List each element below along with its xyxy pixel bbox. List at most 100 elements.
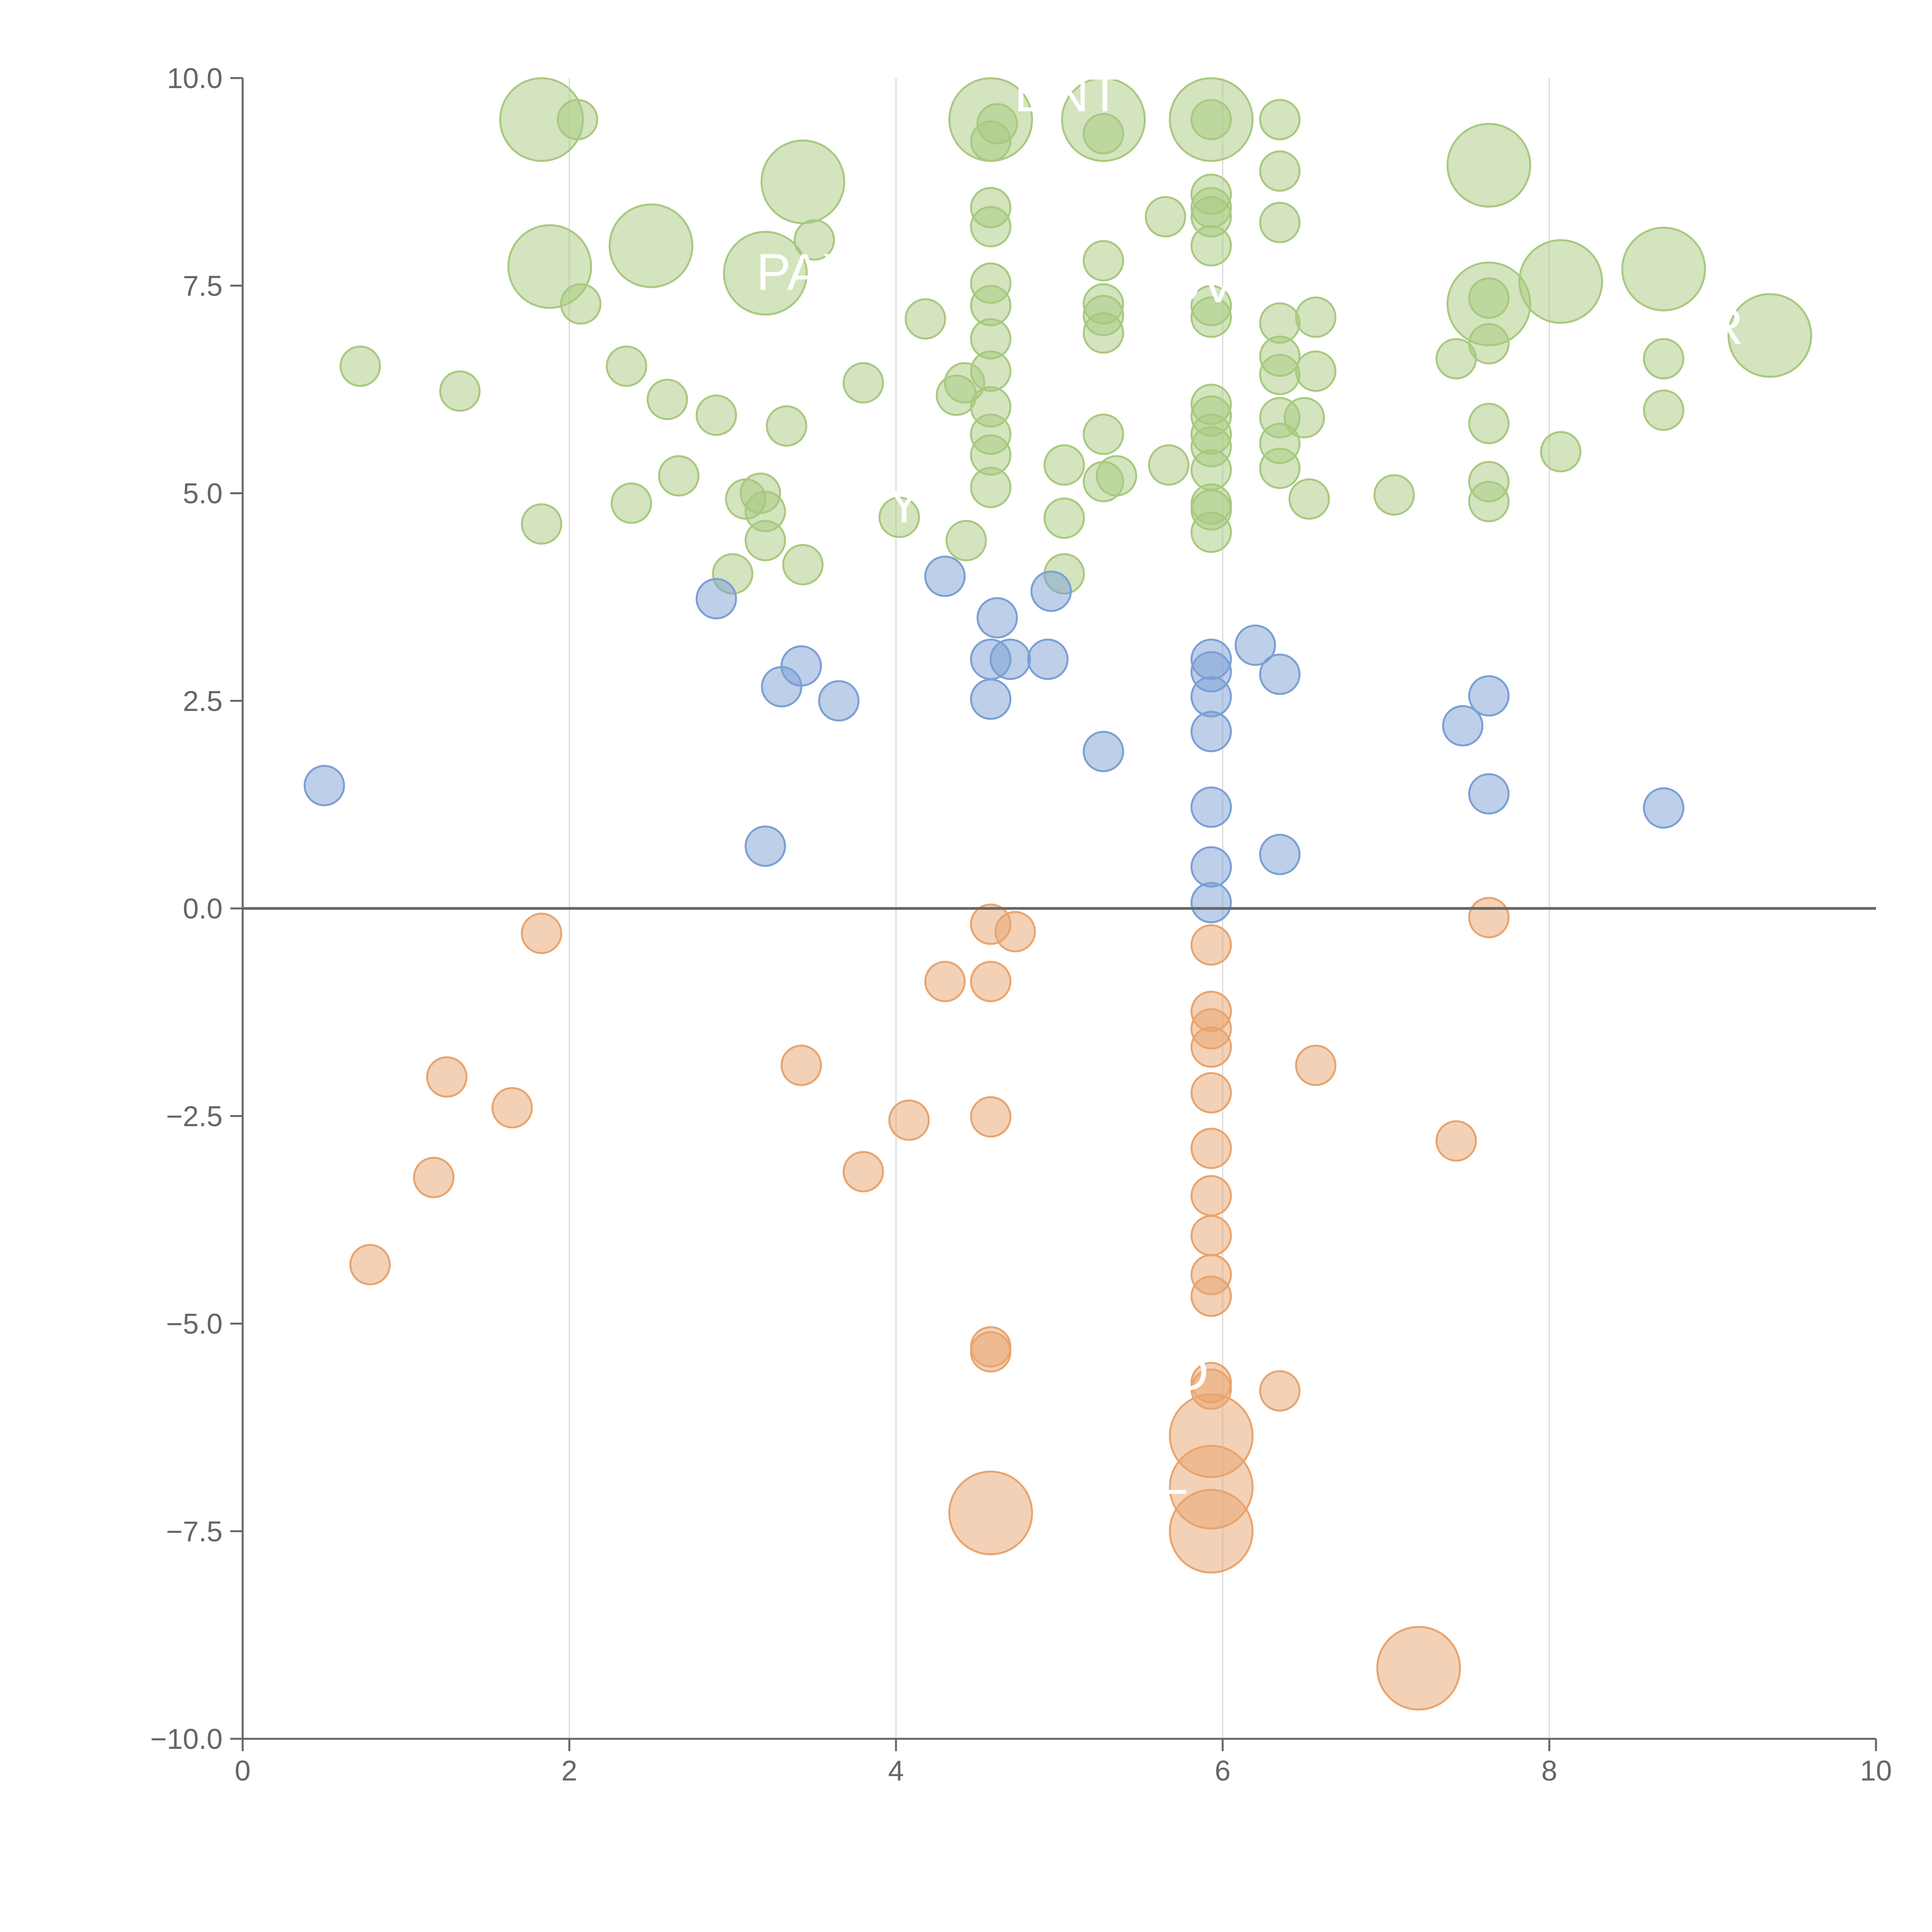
green-point xyxy=(611,482,652,524)
y-tick-label: 10.0 xyxy=(167,62,223,94)
green-point xyxy=(1284,397,1325,439)
point-label: L xyxy=(1159,1447,1188,1505)
blue-point xyxy=(1190,786,1232,828)
orange-point xyxy=(1259,1370,1301,1412)
point-label: D xyxy=(1171,1344,1209,1401)
green-point xyxy=(723,231,808,316)
blue-point xyxy=(781,645,822,687)
x-tick-label: 8 xyxy=(1541,1755,1557,1787)
y-tick-label: 2.5 xyxy=(183,685,223,717)
orange-point xyxy=(349,1244,391,1286)
orange-point xyxy=(491,1087,533,1129)
green-point xyxy=(970,466,1012,508)
green-point xyxy=(1259,99,1301,140)
orange-point xyxy=(948,1470,1033,1555)
blue-point xyxy=(1190,711,1232,752)
green-point xyxy=(1145,196,1186,238)
green-point xyxy=(1643,389,1684,431)
orange-point xyxy=(1190,1215,1232,1257)
green-point xyxy=(1468,403,1510,444)
green-point xyxy=(878,497,920,538)
x-tick-label: 2 xyxy=(561,1755,577,1787)
axis-ticks: 0 2 4 6 8 10 10.0 7.5 5.0 2.5 0.0 −2.5 −5.0 −7.5 −10.0 xyxy=(150,62,1892,1787)
y-tick-label: 0.0 xyxy=(183,893,223,925)
green-point xyxy=(766,405,808,447)
green-point xyxy=(970,206,1012,248)
green-point xyxy=(339,345,381,387)
axes xyxy=(242,78,1876,1740)
y-tick-label: −2.5 xyxy=(166,1100,223,1132)
green-point xyxy=(1043,497,1085,539)
orange-point xyxy=(1468,897,1510,939)
blue-point xyxy=(303,765,345,806)
green-point xyxy=(658,455,700,497)
blue-point xyxy=(1190,882,1232,923)
green-point xyxy=(1083,312,1124,354)
green-point xyxy=(1259,354,1301,395)
x-tick-label: 6 xyxy=(1215,1755,1231,1787)
point-label: OR xyxy=(1666,298,1743,355)
blue-point xyxy=(818,680,860,722)
blue-point xyxy=(924,555,966,597)
blue-point xyxy=(1235,624,1276,666)
orange-point xyxy=(521,912,563,954)
orange-point xyxy=(1190,1276,1232,1317)
green-point xyxy=(521,503,563,545)
green-point xyxy=(842,362,884,404)
green-point xyxy=(1259,447,1301,489)
orange-point xyxy=(1190,924,1232,966)
blue-point xyxy=(976,597,1018,639)
green-point xyxy=(1373,474,1415,516)
green-point xyxy=(1295,350,1337,392)
orange-point xyxy=(1169,1489,1254,1574)
orange-point xyxy=(842,1151,884,1192)
orange-point xyxy=(1190,1026,1232,1068)
green-point xyxy=(760,139,845,224)
orange-point xyxy=(924,961,966,1002)
blue-point xyxy=(1468,675,1510,717)
green-point xyxy=(1727,293,1812,378)
green-point xyxy=(1043,444,1085,486)
orange-point xyxy=(970,1096,1012,1138)
green-point xyxy=(1083,413,1124,455)
green-point xyxy=(1061,77,1146,162)
green-point xyxy=(1288,478,1330,520)
orange-point xyxy=(426,1056,468,1098)
orange-point xyxy=(994,911,1036,952)
green-point xyxy=(745,520,786,561)
green-point xyxy=(1621,226,1706,311)
blue-point xyxy=(1190,846,1232,888)
orange-point xyxy=(1190,1128,1232,1169)
green-point xyxy=(499,77,584,162)
green-point xyxy=(905,298,946,340)
point-label: PAX xyxy=(756,243,856,301)
green-point xyxy=(1643,338,1684,379)
green-point xyxy=(946,520,987,561)
blue-point xyxy=(1083,731,1124,772)
orange-point xyxy=(1435,1120,1477,1162)
green-point xyxy=(605,345,647,387)
blue-point xyxy=(1468,773,1510,815)
point-label: OV xyxy=(1161,256,1236,313)
green-point xyxy=(782,544,824,585)
blue-point xyxy=(1027,638,1069,680)
green-point xyxy=(1259,150,1301,192)
green-point xyxy=(1518,239,1603,324)
orange-point xyxy=(781,1044,822,1086)
green-point xyxy=(507,224,592,309)
orange-point xyxy=(888,1099,930,1141)
blue-point xyxy=(970,678,1012,720)
blue-point xyxy=(1259,833,1301,875)
point-label: Y xyxy=(887,476,921,534)
green-point xyxy=(970,350,1012,392)
green-point xyxy=(609,203,694,288)
green-point xyxy=(948,77,1033,162)
orange-point xyxy=(413,1156,455,1198)
green-point xyxy=(1540,431,1582,473)
green-point xyxy=(439,370,481,412)
point-labels: DNT PAX OV OR Y DL xyxy=(756,65,1743,1505)
y-tick-label: 7.5 xyxy=(183,270,223,302)
y-tick-label: −10.0 xyxy=(150,1723,223,1755)
blue-point xyxy=(745,825,786,867)
